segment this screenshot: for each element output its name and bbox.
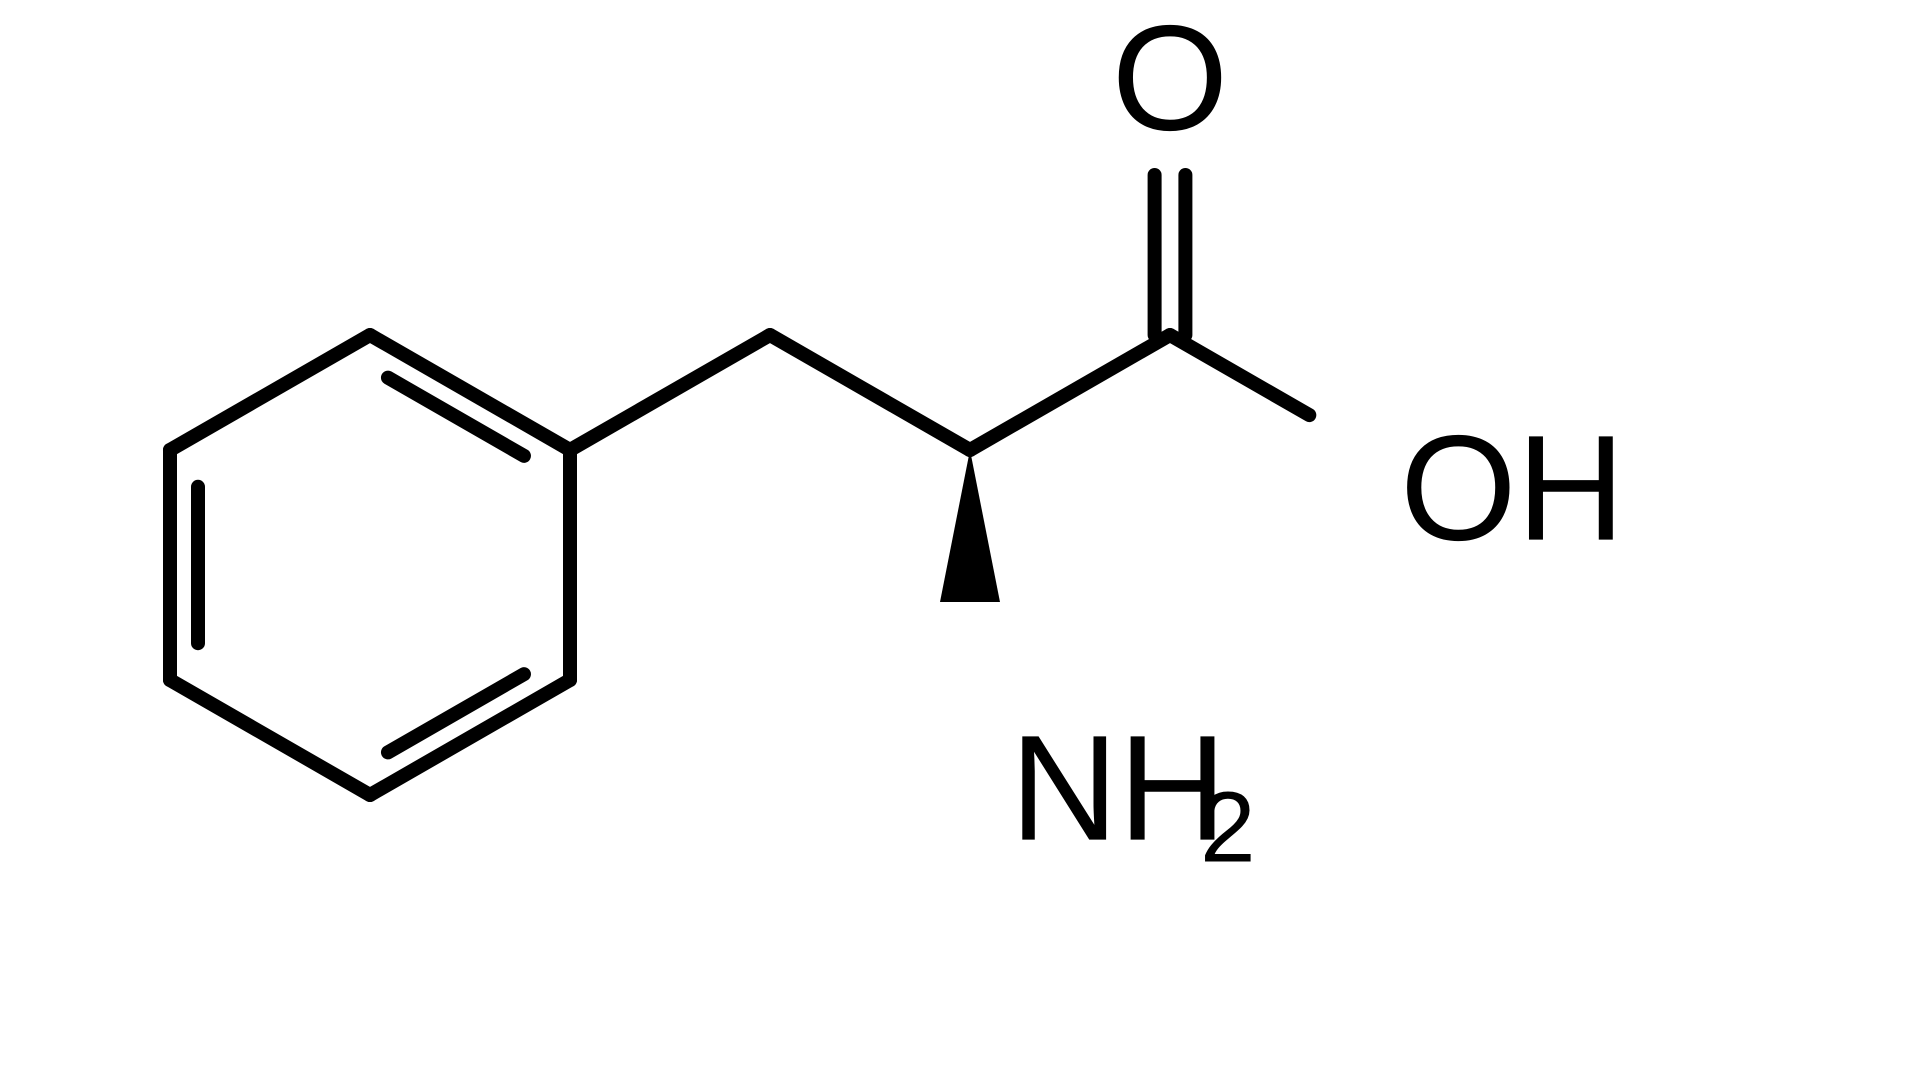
amine-subscript: 2 (1200, 771, 1256, 883)
labels-layer: O OH NH2 (1010, 0, 1625, 883)
wedge-layer (940, 450, 1000, 602)
hydroxyl-label: OH (1400, 404, 1625, 572)
amine-label: NH (1010, 704, 1227, 872)
oxygen-label: O (1112, 0, 1229, 162)
molecule-diagram: O OH NH2 (0, 0, 1920, 1080)
bonds-layer (170, 175, 1309, 795)
